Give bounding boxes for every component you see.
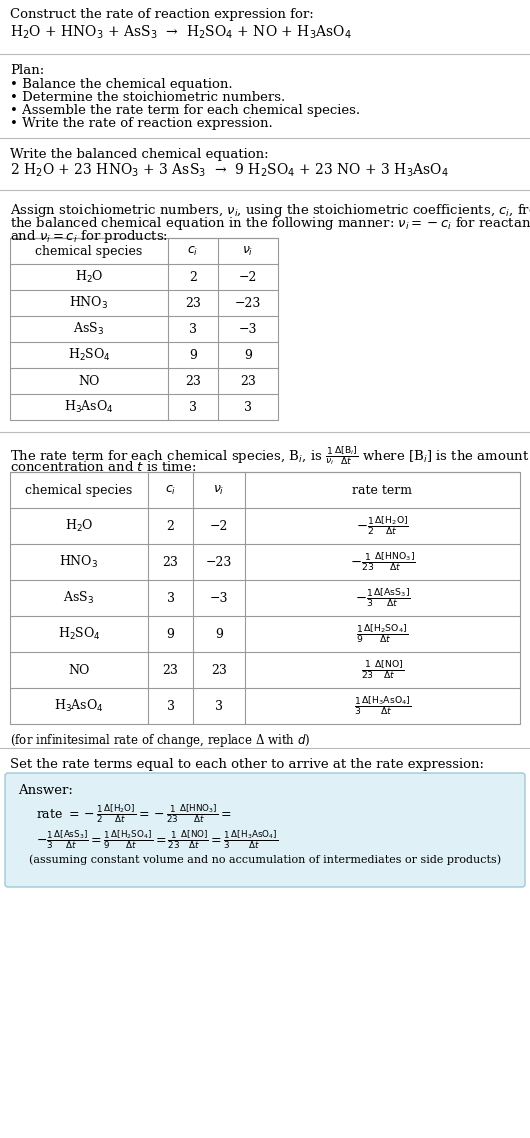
Text: 9: 9 [166,627,174,641]
Text: rate $= -\frac{1}{2}\frac{\Delta[\mathrm{H_2O}]}{\Delta t} = -\frac{1}{23}\frac{: rate $= -\frac{1}{2}\frac{\Delta[\mathrm… [36,802,232,825]
Text: AsS$_3$: AsS$_3$ [64,589,94,607]
Text: $\frac{1}{9}\frac{\Delta[\mathrm{H_2SO_4}]}{\Delta t}$: $\frac{1}{9}\frac{\Delta[\mathrm{H_2SO_4… [356,622,409,645]
Text: 2 H$_2$O + 23 HNO$_3$ + 3 AsS$_3$  →  9 H$_2$SO$_4$ + 23 NO + 3 H$_3$AsO$_4$: 2 H$_2$O + 23 HNO$_3$ + 3 AsS$_3$ → 9 H$… [10,162,449,180]
Text: 23: 23 [211,663,227,676]
Text: HNO$_3$: HNO$_3$ [59,554,99,570]
Text: $\frac{1}{3}\frac{\Delta[\mathrm{H_3AsO_4}]}{\Delta t}$: $\frac{1}{3}\frac{\Delta[\mathrm{H_3AsO_… [354,694,411,717]
Text: $\frac{1}{23}\frac{\Delta[\mathrm{NO}]}{\Delta t}$: $\frac{1}{23}\frac{\Delta[\mathrm{NO}]}{… [361,659,404,681]
Text: AsS$_3$: AsS$_3$ [74,321,104,337]
FancyBboxPatch shape [5,773,525,887]
Text: −3: −3 [238,322,257,336]
Text: 9: 9 [189,348,197,362]
Text: 2: 2 [166,520,174,533]
Text: chemical species: chemical species [25,484,132,496]
Text: • Write the rate of reaction expression.: • Write the rate of reaction expression. [10,117,273,130]
Text: and $\nu_i = c_i$ for products:: and $\nu_i = c_i$ for products: [10,228,168,245]
Text: −3: −3 [210,592,228,604]
Text: −2: −2 [239,271,257,283]
Text: (assuming constant volume and no accumulation of intermediates or side products): (assuming constant volume and no accumul… [29,854,501,865]
Text: H$_3$AsO$_4$: H$_3$AsO$_4$ [54,698,104,714]
Bar [10,472,520,724]
Text: −2: −2 [210,520,228,533]
Text: 9: 9 [215,627,223,641]
Text: 23: 23 [240,374,256,388]
Text: $-\frac{1}{23}\frac{\Delta[\mathrm{HNO_3}]}{\Delta t}$: $-\frac{1}{23}\frac{\Delta[\mathrm{HNO_3… [350,551,416,574]
Text: $-\frac{1}{2}\frac{\Delta[\mathrm{H_2O}]}{\Delta t}$: $-\frac{1}{2}\frac{\Delta[\mathrm{H_2O}]… [356,514,409,537]
Text: 23: 23 [185,297,201,310]
Text: 3: 3 [166,592,174,604]
Text: −23: −23 [206,555,232,569]
Text: −23: −23 [235,297,261,310]
Text: Construct the rate of reaction expression for:: Construct the rate of reaction expressio… [10,8,314,20]
Text: Set the rate terms equal to each other to arrive at the rate expression:: Set the rate terms equal to each other t… [10,758,484,772]
Text: 2: 2 [189,271,197,283]
Text: 3: 3 [244,401,252,413]
Text: 3: 3 [189,401,197,413]
Text: (for infinitesimal rate of change, replace Δ with $d$): (for infinitesimal rate of change, repla… [10,732,311,749]
Text: Write the balanced chemical equation:: Write the balanced chemical equation: [10,148,269,160]
Text: $c_i$: $c_i$ [188,245,199,257]
Text: H$_2$O: H$_2$O [65,518,93,534]
Text: $\nu_i$: $\nu_i$ [213,484,225,496]
Text: H$_2$SO$_4$: H$_2$SO$_4$ [58,626,100,642]
Text: Answer:: Answer: [18,784,73,797]
Text: The rate term for each chemical species, B$_i$, is $\frac{1}{\nu_i}\frac{\Delta[: The rate term for each chemical species,… [10,444,529,467]
Text: $c_i$: $c_i$ [165,484,176,496]
Text: H$_2$SO$_4$: H$_2$SO$_4$ [67,347,110,363]
Text: • Determine the stoichiometric numbers.: • Determine the stoichiometric numbers. [10,91,285,104]
Text: • Balance the chemical equation.: • Balance the chemical equation. [10,79,233,91]
Text: 23: 23 [163,555,179,569]
Text: 9: 9 [244,348,252,362]
Text: NO: NO [78,374,100,388]
Text: • Assemble the rate term for each chemical species.: • Assemble the rate term for each chemic… [10,104,360,117]
Bar [10,238,278,420]
Text: H$_3$AsO$_4$: H$_3$AsO$_4$ [64,399,114,415]
Text: 23: 23 [185,374,201,388]
Text: 3: 3 [189,322,197,336]
Text: 3: 3 [215,700,223,712]
Text: 3: 3 [166,700,174,712]
Text: $-\frac{1}{3}\frac{\Delta[\mathrm{AsS_3}]}{\Delta t} = \frac{1}{9}\frac{\Delta[\: $-\frac{1}{3}\frac{\Delta[\mathrm{AsS_3}… [36,828,278,851]
Text: H$_2$O: H$_2$O [75,269,103,284]
Text: Assign stoichiometric numbers, $\nu_i$, using the stoichiometric coefficients, $: Assign stoichiometric numbers, $\nu_i$, … [10,203,530,218]
Text: chemical species: chemical species [36,245,143,257]
Text: concentration and $t$ is time:: concentration and $t$ is time: [10,460,197,475]
Text: the balanced chemical equation in the following manner: $\nu_i = -c_i$ for react: the balanced chemical equation in the fo… [10,215,530,232]
Text: $-\frac{1}{3}\frac{\Delta[\mathrm{AsS_3}]}{\Delta t}$: $-\frac{1}{3}\frac{\Delta[\mathrm{AsS_3}… [355,586,410,610]
Text: H$_2$O + HNO$_3$ + AsS$_3$  →  H$_2$SO$_4$ + NO + H$_3$AsO$_4$: H$_2$O + HNO$_3$ + AsS$_3$ → H$_2$SO$_4$… [10,24,352,41]
Text: HNO$_3$: HNO$_3$ [69,295,109,311]
Text: NO: NO [68,663,90,676]
Text: $\nu_i$: $\nu_i$ [242,245,254,257]
Text: 23: 23 [163,663,179,676]
Text: Plan:: Plan: [10,64,44,77]
Text: rate term: rate term [352,484,412,496]
